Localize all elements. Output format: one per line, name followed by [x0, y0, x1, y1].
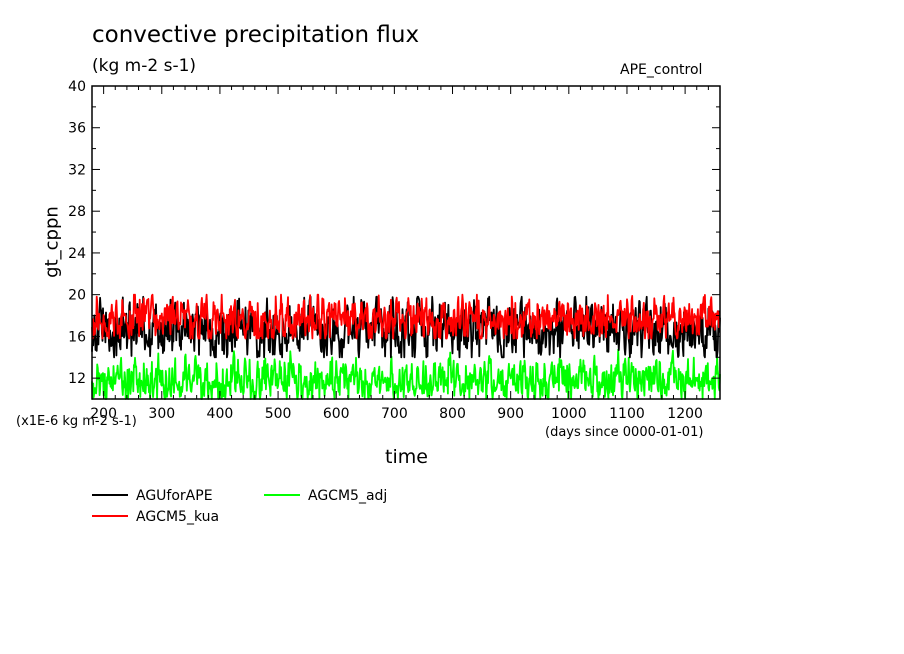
y-tick-label: 12: [68, 371, 86, 387]
chart-title: convective precipitation flux: [92, 22, 420, 48]
x-tick-label: 600: [323, 406, 350, 422]
legend: AGUforAPE AGCM5_kua AGCM5_adj: [92, 488, 387, 525]
x-axis-label: time: [385, 446, 428, 468]
y-tick-label: 28: [68, 204, 86, 220]
series-line-AGCM5_kua: [91, 293, 721, 340]
x-tick-label: 900: [497, 406, 524, 422]
x-tick-label: 800: [439, 406, 466, 422]
chart-subtitle: (kg m-2 s-1): [92, 56, 197, 76]
y-tick-label: 40: [68, 79, 86, 95]
y-tick-label: 36: [68, 121, 86, 137]
y-units-label: (x1E-6 kg m-2 s-1): [16, 414, 137, 429]
x-tick-label: 1200: [667, 406, 703, 422]
x-tick-label: 1000: [551, 406, 587, 422]
x-units-label: (days since 0000-01-01): [545, 425, 704, 440]
x-tick-label: 500: [265, 406, 292, 422]
y-tick-label: 20: [68, 288, 86, 304]
x-tick-label: 700: [381, 406, 408, 422]
tick-layer: 12 16 20 24 28 32 36 40 200 300 400 500 600 700 800 900…: [68, 79, 721, 422]
x-tick-label: 300: [148, 406, 175, 422]
x-tick-label: 1100: [609, 406, 645, 422]
legend-label: AGUforAPE: [136, 488, 213, 504]
legend-label: AGCM5_adj: [308, 488, 387, 504]
x-tick-label: 200: [90, 406, 117, 422]
series-layer: [91, 293, 721, 400]
run-label: APE_control: [620, 62, 703, 78]
x-tick-label: 400: [207, 406, 234, 422]
legend-label: AGCM5_kua: [136, 509, 219, 525]
y-tick-label: 24: [68, 246, 86, 262]
y-tick-label: 32: [68, 162, 86, 178]
series-line-AGCM5_adj: [91, 348, 721, 400]
y-tick-label: 16: [68, 329, 86, 345]
